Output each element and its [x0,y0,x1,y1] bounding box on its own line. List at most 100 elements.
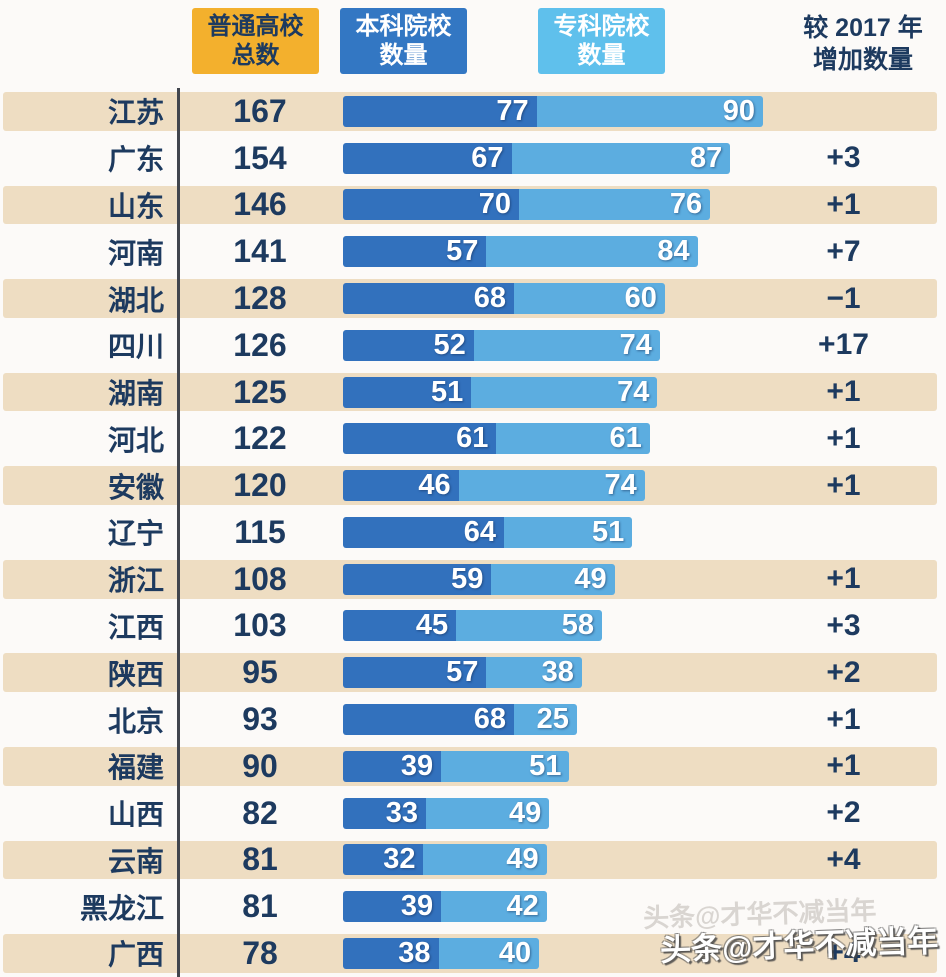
row-cells: 江苏 167 77 90 [0,88,946,135]
total-value: 120 [233,467,287,504]
benke-bar-segment: 70 [343,189,520,221]
change-column-header: 较 2017 年 增加数量 [780,12,946,76]
increase-value: +1 [826,702,861,736]
stacked-bar: 39 51 [343,750,763,782]
increase-value: +3 [826,141,861,175]
table-row: 河北 122 61 61 +1 [0,415,946,462]
benke-bar-segment: 39 [343,891,442,923]
province-label: 山西 [107,799,164,831]
province-label: 云南 [107,845,164,877]
table-row: 浙江 108 59 49 +1 [0,556,946,603]
benke-bar-segment: 57 [343,657,487,689]
province-label: 陕西 [107,658,164,690]
row-cells: 辽宁 115 64 51 [0,509,946,556]
stacked-bar: 39 42 [343,891,763,923]
zhuanke-bar-segment: 49 [423,844,547,876]
stacked-bar: 51 74 [343,376,763,408]
legend-benke-line1: 本科院校 [355,13,452,40]
zhuanke-bar-segment: 38 [486,657,582,689]
zhuanke-bar-segment: 58 [456,610,603,642]
zhuanke-bar-segment: 40 [438,937,540,969]
table-row: 黑龙江 81 39 42 [0,883,946,930]
bar-cell: 68 25 [343,704,763,736]
stacked-bar: 70 76 [343,189,763,221]
zhuanke-bar-segment: 51 [503,516,633,548]
zhuanke-bar-segment: 74 [473,329,660,361]
province-label: 黑龙江 [79,892,164,924]
table-row: 湖南 125 51 74 +1 [0,369,946,416]
total-value: 122 [233,420,287,457]
province-label: 浙江 [107,565,164,597]
legend-undergraduate-colleges: 本科院校 数量 [340,8,467,74]
increase-value: +1 [826,375,861,409]
legend-vocational-colleges: 专科院校 数量 [538,8,665,74]
bar-cell: 52 74 [343,329,763,361]
stacked-bar: 77 90 [343,95,763,127]
table-row: 安徽 120 46 74 +1 [0,462,946,509]
bar-cell: 59 49 [343,563,763,595]
province-label: 河南 [107,237,164,269]
total-value: 82 [242,794,278,831]
benke-bar-segment: 38 [343,937,439,969]
total-value: 95 [242,654,278,691]
increase-value: +3 [826,608,861,642]
legend-total-line1: 普通高校 [207,13,304,40]
table-row: 广西 78 38 40 +4 [0,930,946,977]
row-cells: 陕西 95 57 38 +2 [0,649,946,696]
bar-cell: 61 61 [343,423,763,455]
benke-bar-segment: 39 [343,750,442,782]
province-label: 江西 [107,611,164,643]
province-label: 湖北 [107,284,164,316]
row-cells: 浙江 108 59 49 +1 [0,556,946,603]
table-row: 河南 141 57 84 +7 [0,228,946,275]
benke-bar-segment: 46 [343,470,459,502]
benke-bar-segment: 64 [343,516,504,548]
zhuanke-bar-segment: 60 [514,283,665,315]
benke-bar-segment: 51 [343,376,472,408]
table-row: 江西 103 45 58 +3 [0,603,946,650]
zhuanke-bar-segment: 25 [514,704,577,736]
total-value: 115 [234,513,286,550]
bar-cell: 45 58 [343,610,763,642]
zhuanke-bar-segment: 84 [486,236,698,268]
bar-cell: 46 74 [343,470,763,502]
benke-bar-segment: 52 [343,329,474,361]
table-row: 江苏 167 77 90 [0,88,946,135]
province-label: 湖南 [107,378,164,410]
bar-cell: 68 60 [343,283,763,315]
bar-cell: 32 49 [343,844,763,876]
bar-cell: 77 90 [343,95,763,127]
benke-bar-segment: 45 [343,610,457,642]
table-row: 四川 126 52 74 +17 [0,322,946,369]
total-value: 128 [233,280,287,317]
bar-cell: 67 87 [343,142,763,174]
total-value: 93 [242,701,278,738]
benke-bar-segment: 32 [343,844,424,876]
legend-zhuanke-line1: 专科院校 [553,13,650,40]
zhuanke-bar-segment: 90 [536,95,763,127]
stacked-bar: 32 49 [343,844,763,876]
row-cells: 江西 103 45 58 +3 [0,603,946,650]
bar-cell: 33 49 [343,797,763,829]
legend-benke-line2: 数量 [379,42,428,69]
bar-cell: 51 74 [343,376,763,408]
row-cells: 广西 78 38 40 +4 [0,930,946,977]
table-row: 陕西 95 57 38 +2 [0,649,946,696]
increase-value: +1 [826,468,861,502]
total-value: 167 [233,92,287,129]
province-label: 四川 [107,331,164,363]
table-row: 福建 90 39 51 +1 [0,743,946,790]
stacked-bar: 67 87 [343,142,763,174]
stacked-bar: 38 40 [343,937,763,969]
province-label: 北京 [107,705,164,737]
table-row: 广东 154 67 87 +3 [0,135,946,182]
benke-bar-segment: 57 [343,236,487,268]
stacked-bar: 68 60 [343,283,763,315]
row-cells: 河北 122 61 61 +1 [0,415,946,462]
increase-value: −1 [826,281,861,315]
benke-bar-segment: 59 [343,563,492,595]
zhuanke-bar-segment: 42 [441,891,547,923]
change-header-line2: 增加数量 [812,46,913,74]
change-header-line1: 较 2017 年 [803,14,923,42]
table-body: 江苏 167 77 90 广东 154 67 87 +3 [0,88,946,977]
